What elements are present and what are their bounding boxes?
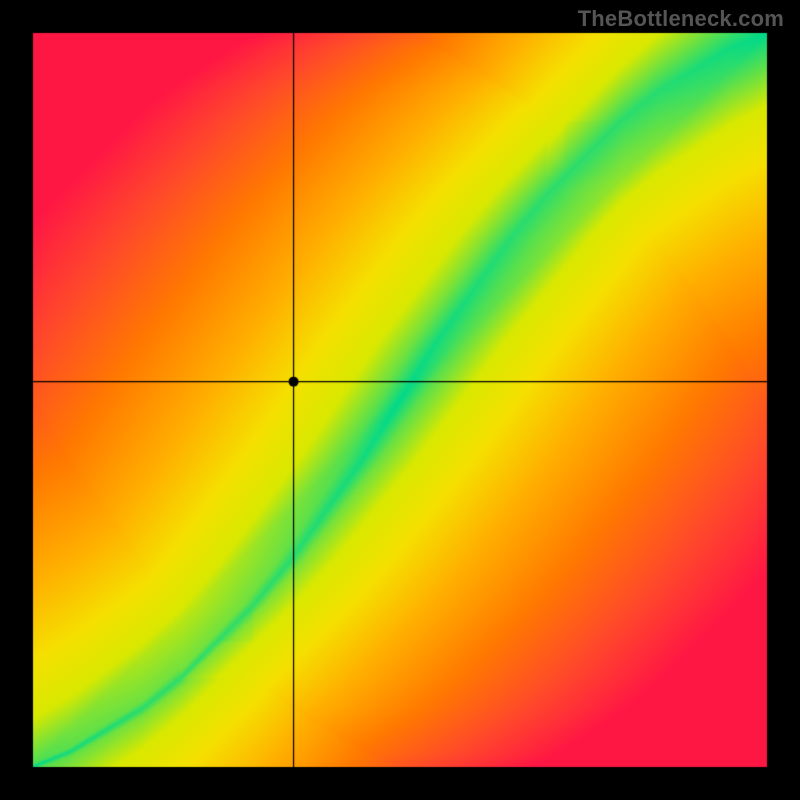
chart-container: TheBottleneck.com [0, 0, 800, 800]
watermark-text: TheBottleneck.com [578, 6, 784, 32]
heatmap-canvas [0, 0, 800, 800]
